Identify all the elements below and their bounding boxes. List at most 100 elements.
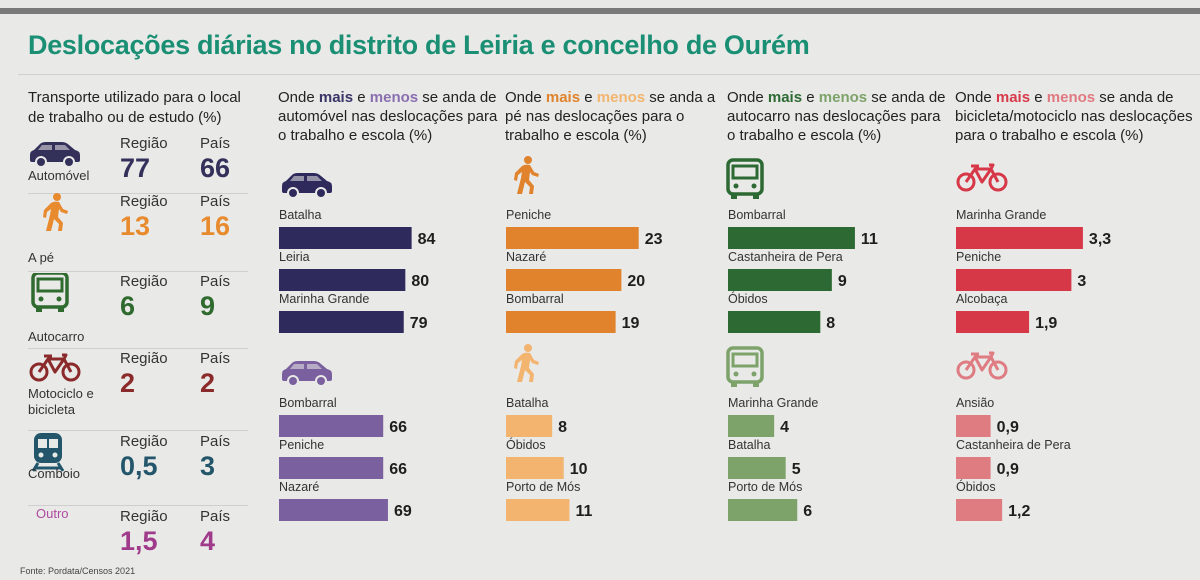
bar: [728, 311, 821, 333]
title-menos: menos: [1046, 89, 1096, 106]
bar: [956, 415, 991, 437]
car-icon: [282, 173, 332, 199]
bar: [956, 457, 991, 479]
title-menos: menos: [596, 89, 646, 106]
title-prefix: Onde: [278, 89, 319, 106]
row-divider: [28, 505, 248, 506]
regiao-label: Região: [120, 508, 168, 525]
mode-name: Outro: [36, 506, 69, 521]
bar-value-label: 11: [861, 231, 878, 248]
title-mais: mais: [767, 89, 803, 106]
regiao-label: Região: [120, 273, 168, 290]
title-mais: mais: [545, 89, 581, 106]
bar: [506, 457, 564, 479]
bar-category-label: Peniche: [279, 438, 324, 452]
mode-icon: [31, 433, 65, 472]
bar-chart-bus: Bombarral 11 Castanheira de Pera 9 Óbidos 8 Ma…: [726, 158, 878, 521]
mode-name: Autocarro: [28, 329, 85, 344]
pais-label: País: [200, 135, 231, 152]
title-suffix: se anda de autocarro nas deslocações par…: [727, 89, 946, 144]
title-and: e: [802, 89, 819, 106]
pais-value: 66: [200, 153, 231, 183]
title-mais: mais: [995, 89, 1031, 106]
bar-value-label: 79: [410, 315, 428, 332]
bar-value-label: 66: [389, 461, 407, 478]
panel-title: Onde mais e menos se anda de automóvel n…: [278, 88, 503, 145]
bar: [956, 227, 1083, 249]
regiao-value: 0,5: [120, 451, 158, 481]
bar: [728, 269, 832, 291]
bar-value-label: 0,9: [997, 419, 1019, 436]
bar-category-label: Leiria: [279, 250, 310, 264]
title-suffix: se anda de automóvel nas deslocações par…: [278, 89, 498, 144]
title-menos: menos: [369, 89, 419, 106]
bar-value-label: 3,3: [1089, 231, 1111, 248]
bar-category-label: Peniche: [506, 208, 551, 222]
bar: [506, 311, 616, 333]
regiao-value: 6: [120, 291, 136, 321]
bus-icon: [31, 273, 69, 312]
car-icon: [30, 142, 80, 168]
bus-icon: [726, 346, 764, 387]
bar-value-label: 8: [558, 419, 567, 436]
bar: [279, 269, 406, 291]
pais-value: 3: [200, 451, 216, 481]
bar-category-label: Marinha Grande: [279, 292, 369, 306]
bar-category-label: Peniche: [956, 250, 1001, 264]
title-suffix: se anda de bicicleta/motociclo nas deslo…: [955, 89, 1193, 144]
bar: [956, 311, 1030, 333]
panel-title: Onde mais e menos se anda de autocarro n…: [727, 88, 952, 145]
title-prefix: Onde: [955, 89, 996, 106]
mode-name: Comboio: [28, 466, 81, 481]
title-suffix: se anda a pé nas deslocações para o trab…: [505, 89, 716, 144]
top-border: [0, 8, 1200, 14]
summary-title: Transporte utilizado para o local de tra…: [28, 89, 241, 126]
bar-value-label: 69: [394, 503, 412, 520]
bar-value-label: 11: [575, 503, 592, 520]
panel-bus: Onde mais e menos se anda de autocarro n…: [726, 88, 952, 528]
title-and: e: [580, 89, 597, 106]
bar-category-label: Nazaré: [506, 250, 546, 264]
pais-value: 4: [200, 526, 216, 556]
pais-label: País: [200, 193, 231, 210]
bar-chart-bike: Marinha Grande 3,3 Peniche 3 Alcobaça 1,9 Ansi…: [956, 163, 1111, 521]
bicycle-icon: [29, 353, 81, 382]
bar-value-label: 20: [627, 273, 645, 290]
bar: [279, 311, 404, 333]
panel-title: Onde mais e menos se anda de bicicleta/m…: [955, 88, 1195, 145]
bar-category-label: Porto de Mós: [728, 480, 802, 494]
bar: [506, 499, 570, 521]
bar-category-label: Nazaré: [279, 480, 319, 494]
car-icon: [282, 361, 332, 387]
bar-category-label: Batalha: [279, 208, 321, 222]
title-prefix: Onde: [505, 89, 546, 106]
title-menos: menos: [818, 89, 868, 106]
bar-chart-walk: Peniche 23 Nazaré 20 Bombarral 19 Batalha 8 Óbid…: [506, 156, 663, 521]
mode-icon: [30, 142, 80, 168]
walking-person-icon: [514, 344, 539, 382]
mode-icon: [43, 193, 68, 231]
bar: [506, 227, 639, 249]
regiao-label: Região: [120, 350, 168, 367]
bar-category-label: Óbidos: [506, 437, 546, 452]
bar-value-label: 9: [838, 273, 847, 290]
bar-category-label: Bombarral: [279, 396, 337, 410]
pais-label: País: [200, 508, 231, 525]
bar-category-label: Alcobaça: [956, 292, 1007, 306]
pais-label: País: [200, 350, 231, 367]
panel-title: Onde mais e menos se anda a pé nas deslo…: [505, 88, 730, 145]
regiao-label: Região: [120, 193, 168, 210]
bar: [506, 415, 553, 437]
bar-category-label: Batalha: [728, 438, 770, 452]
pais-value: 16: [200, 211, 231, 241]
source-note: Fonte: Pordata/Censos 2021: [20, 566, 136, 576]
bar-value-label: 84: [418, 231, 436, 248]
bar: [506, 269, 622, 291]
bar-category-label: Ansião: [956, 396, 994, 410]
bar: [728, 499, 798, 521]
bar: [279, 457, 384, 479]
bar-value-label: 0,9: [997, 461, 1019, 478]
mode-name: Motociclo e bicicleta: [28, 386, 94, 417]
panel-walk: Onde mais e menos se anda a pé nas deslo…: [505, 88, 730, 528]
bar-category-label: Óbidos: [956, 479, 996, 494]
